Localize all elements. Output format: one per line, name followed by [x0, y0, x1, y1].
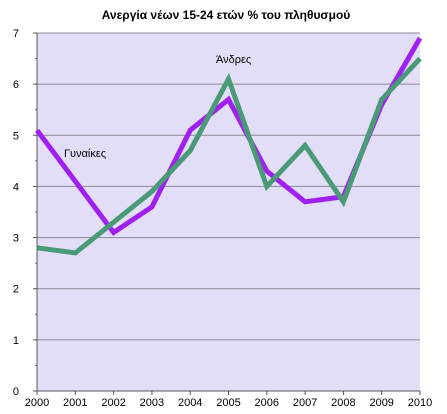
- series-lines: [34, 36, 423, 256]
- y-tick-label: 7: [13, 28, 19, 40]
- plot-area: [37, 33, 420, 391]
- x-tick-label: 2003: [140, 397, 164, 409]
- x-tick-label: 2004: [178, 397, 202, 409]
- x-tick-label: 2010: [408, 397, 432, 409]
- series-line-men: [36, 56, 422, 256]
- y-tick-label: 1: [13, 335, 19, 347]
- x-tick-label: 2009: [369, 397, 393, 409]
- x-tick-labels: 2000 2001 2002 2003 2004 2005 2006 2007 2008 2009…: [25, 397, 432, 409]
- y-tick-label: 6: [13, 79, 19, 91]
- x-tick-label: 2001: [63, 397, 87, 409]
- x-tick-label: 2008: [331, 397, 355, 409]
- y-tick-label: 4: [13, 181, 19, 193]
- x-tick-label: 2005: [216, 397, 240, 409]
- series-label-women: Γυναίκες: [64, 148, 106, 160]
- y-tick-label: 0: [13, 386, 19, 398]
- chart-title: Ανεργία νέων 15-24 ετών % του πληθυσμού: [102, 8, 351, 22]
- y-tick-label: 5: [13, 130, 19, 142]
- y-tick-label: 2: [13, 284, 19, 296]
- y-tick-labels: 0 1 2 3 4 5 6 7: [13, 28, 19, 398]
- series-label-men: Άνδρες: [216, 54, 251, 66]
- x-tick-label: 2006: [255, 397, 279, 409]
- x-tick-label: 2007: [293, 397, 317, 409]
- x-tick-label: 2002: [101, 397, 125, 409]
- x-tick-label: 2000: [25, 397, 49, 409]
- axes: [33, 32, 421, 395]
- y-tick-label: 3: [13, 233, 19, 245]
